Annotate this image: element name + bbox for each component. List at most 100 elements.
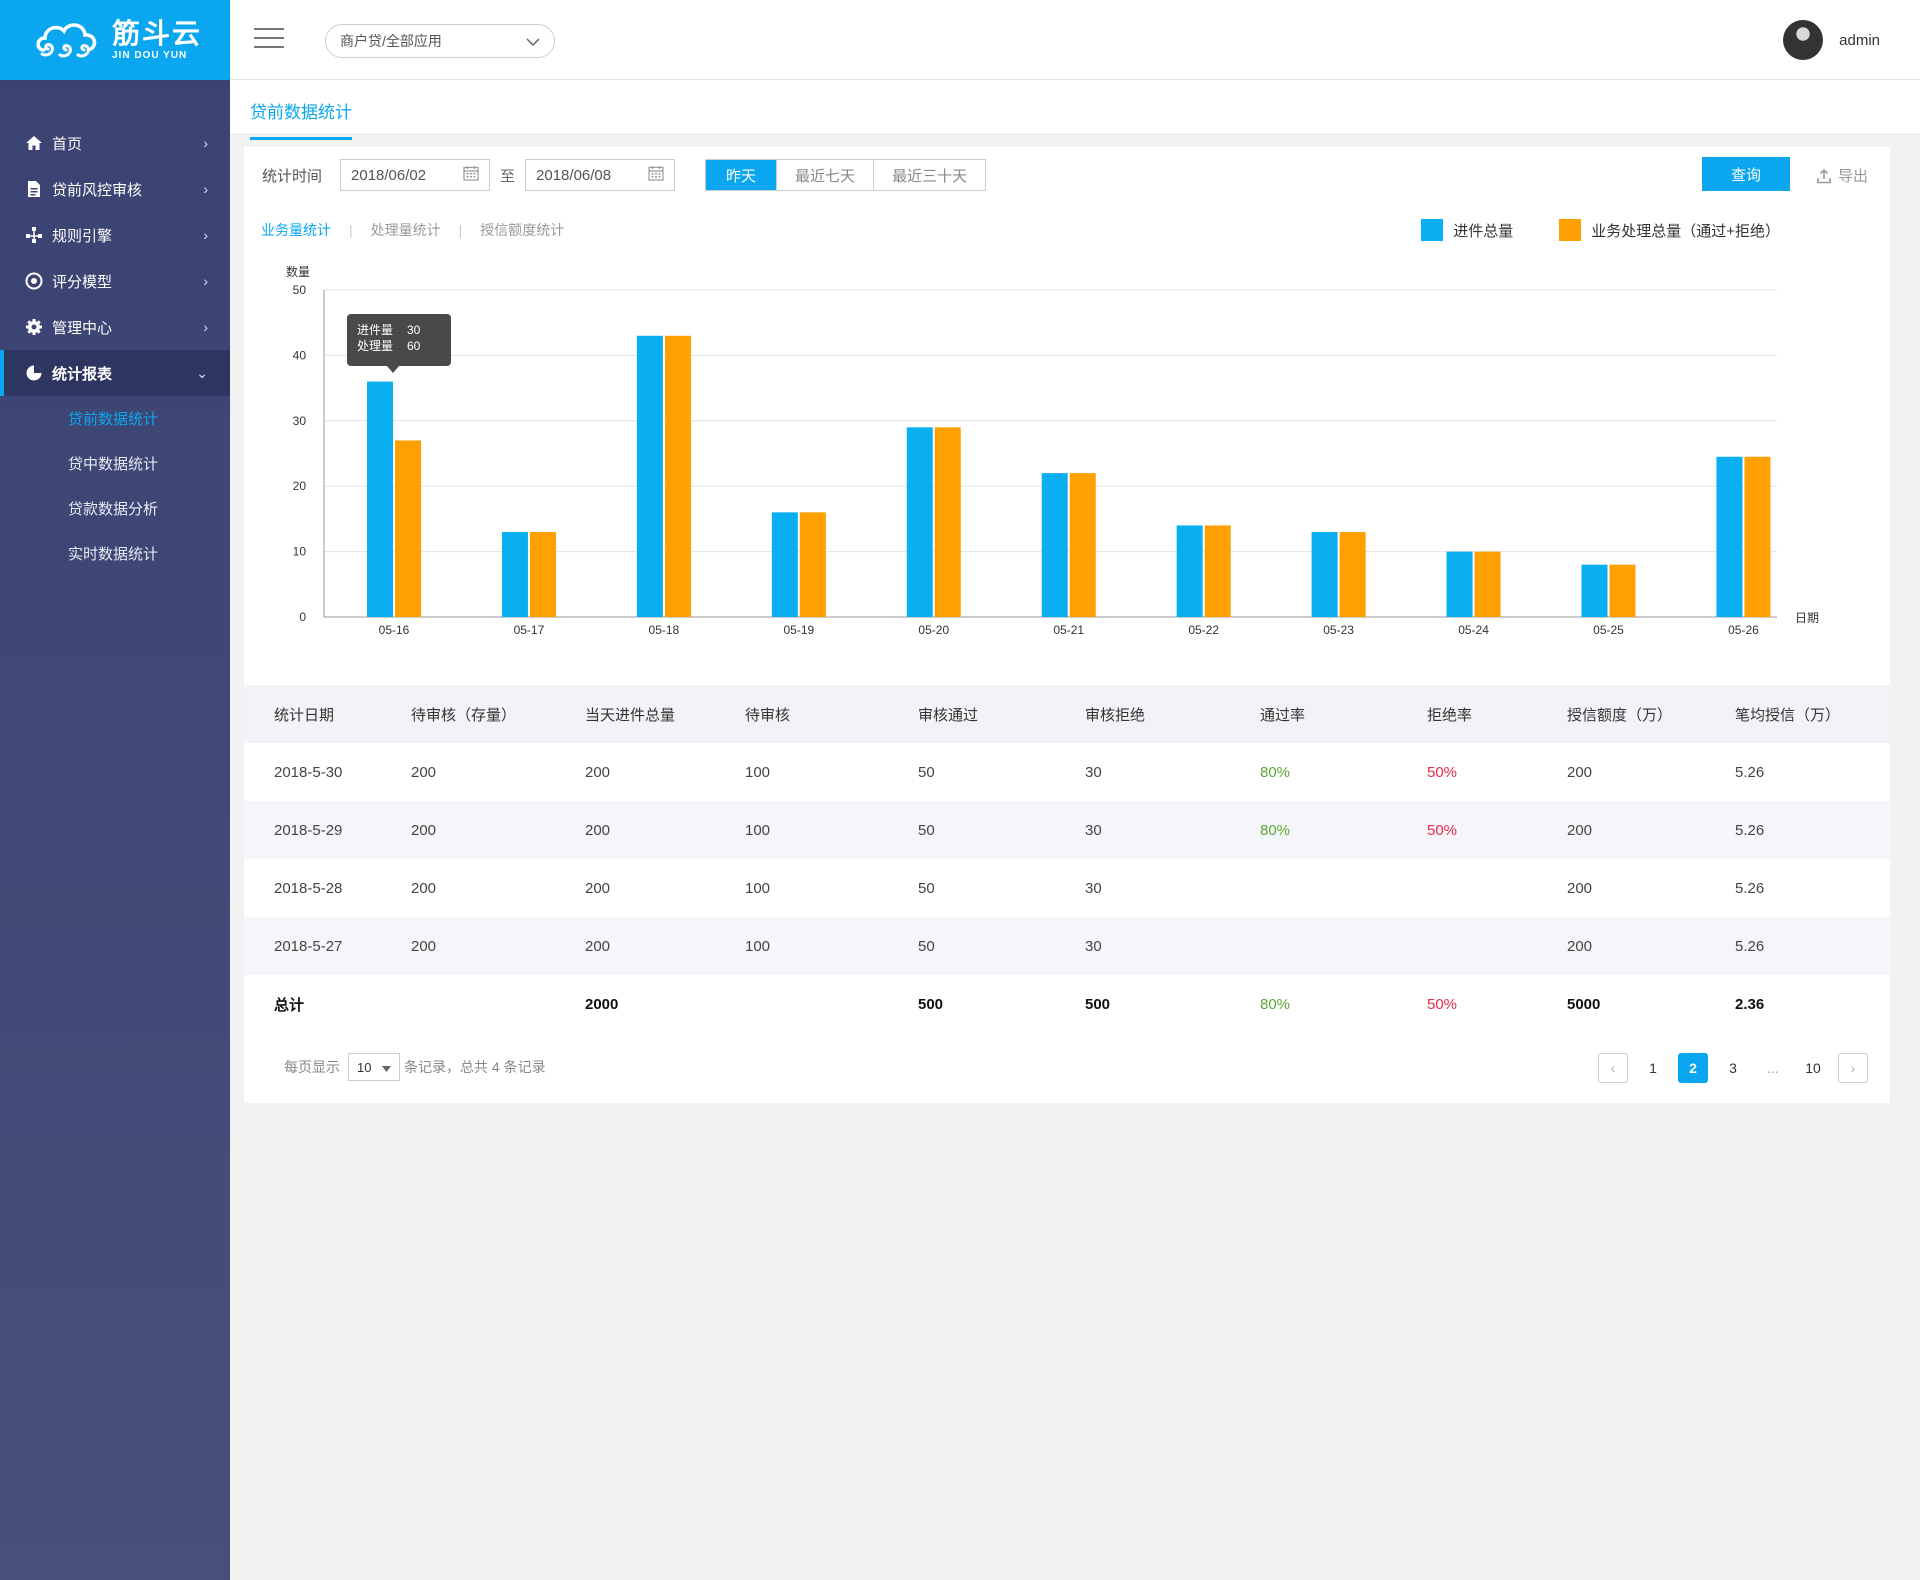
prev-page-button[interactable]: ‹ (1598, 1053, 1628, 1083)
next-page-button[interactable]: › (1838, 1053, 1868, 1083)
table-header-cell: 拒绝率 (1427, 706, 1473, 724)
end-date-value: 2018/06/08 (536, 166, 612, 184)
tab-divider: | (458, 222, 463, 238)
table-cell: 100 (745, 937, 771, 955)
start-date-input[interactable]: 2018/06/02 (340, 159, 491, 191)
table-header-cell: 笔均授信（万） (1735, 706, 1841, 724)
table-cell: 200 (585, 937, 611, 955)
bar-processed (1339, 531, 1366, 617)
page-2-button[interactable]: 2 (1678, 1053, 1708, 1083)
export-icon (1816, 168, 1832, 184)
table-cell: 2018-5-29 (274, 821, 343, 839)
tab-credit-amount[interactable]: 授信额度统计 (480, 222, 565, 238)
bar-intake (1446, 551, 1473, 617)
side-menu: 首页 › 贷前风控审核 › 规则引擎 › 评分模型 › (0, 120, 230, 576)
bar-intake (1176, 525, 1203, 617)
x-tick-label: 05-26 (1728, 623, 1759, 637)
app-select[interactable]: 商户贷/全部应用 (325, 24, 555, 58)
table-cell: 30 (1085, 821, 1102, 839)
submenu-item-loan-analysis[interactable]: 贷款数据分析 (68, 501, 159, 518)
home-icon (24, 133, 44, 153)
table-cell: 200 (411, 937, 437, 955)
user-menu[interactable]: admin (1783, 20, 1880, 60)
logo-text: 筋斗云 (112, 17, 203, 49)
menu-toggle-icon[interactable] (254, 28, 284, 50)
logo[interactable]: 筋斗云 JIN DOU YUN (0, 0, 230, 80)
bar-processed (395, 440, 421, 617)
table-header-cell: 统计日期 (274, 706, 335, 724)
bar-processed (664, 335, 691, 617)
x-tick-label: 05-18 (649, 623, 680, 637)
sidebar-item-admin-center[interactable]: 管理中心 › (0, 304, 230, 350)
quick-range-group: 昨天 最近七天 最近三十天 (705, 159, 987, 191)
submenu-item-realtime-stats[interactable]: 实时数据统计 (68, 546, 159, 563)
start-date-value: 2018/06/02 (351, 166, 427, 184)
sidebar-item-home[interactable]: 首页 › (0, 120, 230, 166)
pagination-ellipsis: ... (1767, 1060, 1779, 1076)
table-cell: 200 (411, 763, 437, 781)
tooltip-label: 进件量 (357, 323, 393, 337)
page-1-button[interactable]: 1 (1649, 1060, 1657, 1076)
user-name: admin (1839, 31, 1880, 49)
bar-intake (1581, 564, 1608, 617)
sidebar-item-reports[interactable]: 统计报表 ⌄ (0, 350, 230, 396)
bar-processed (1744, 456, 1771, 617)
chevron-right-icon: › (203, 135, 208, 151)
submenu-item-preloan-stats[interactable]: 贷前数据统计 (68, 411, 159, 428)
tab-business-volume[interactable]: 业务量统计 (261, 222, 331, 238)
page-10-button[interactable]: 10 (1805, 1060, 1821, 1076)
x-tick-label: 05-25 (1593, 623, 1624, 637)
sidebar-item-rule-engine[interactable]: 规则引擎 › (0, 212, 230, 258)
bar-processed (1069, 473, 1096, 617)
tab-preloan-stats[interactable]: 贷前数据统计 (250, 98, 352, 140)
submenu-item-inloan-stats[interactable]: 贷中数据统计 (68, 456, 159, 473)
table-cell: 500 (918, 995, 944, 1013)
per-page-label: 每页显示 (284, 1059, 340, 1075)
tab-processing-volume[interactable]: 处理量统计 (370, 222, 441, 238)
table-header-cell: 审核拒绝 (1085, 706, 1146, 724)
sidebar-item-score-model[interactable]: 评分模型 › (0, 258, 230, 304)
query-button[interactable]: 查询 (1702, 157, 1790, 191)
main-card: 统计时间 2018/06/02 至 2018/06/08 昨天 最近七天 最近三… (244, 147, 1890, 1103)
filter-label: 统计时间 (262, 167, 323, 185)
y-tick-label: 30 (293, 414, 307, 428)
y-tick-label: 10 (293, 545, 307, 559)
table-cell: 200 (1567, 879, 1593, 897)
gear-icon (24, 317, 44, 337)
table-cell: 50% (1427, 763, 1458, 781)
legend-item-processed[interactable]: 业务处理总量（通过+拒绝） (1559, 219, 1780, 241)
y-axis-title: 数量 (286, 264, 310, 279)
bar-processed (1204, 525, 1231, 617)
export-button[interactable]: 导出 (1816, 165, 1868, 186)
table-cell: 50 (918, 821, 935, 839)
page-3-button[interactable]: 3 (1729, 1060, 1737, 1076)
reports-submenu: 贷前数据统计 贷中数据统计 贷款数据分析 实时数据统计 (0, 396, 230, 576)
logo-subtext: JIN DOU YUN (112, 49, 188, 61)
bar-processed (1609, 564, 1636, 617)
x-tick-label: 05-19 (783, 623, 814, 637)
tooltip-box (347, 314, 451, 366)
legend-item-intake[interactable]: 进件总量 (1421, 219, 1513, 241)
table-cell: 200 (585, 763, 611, 781)
quick-7days-button[interactable]: 最近七天 (776, 160, 873, 190)
y-tick-label: 20 (293, 479, 307, 493)
bar-intake (1716, 456, 1743, 617)
bar-intake (501, 531, 528, 617)
tooltip-pointer (387, 366, 399, 373)
table-cell: 200 (585, 879, 611, 897)
page-size-value: 10 (357, 1059, 372, 1075)
page-size-select[interactable]: 10 (348, 1053, 400, 1081)
sidebar-item-risk-review[interactable]: 贷前风控审核 › (0, 166, 230, 212)
chart-legend: 进件总量 业务处理总量（通过+拒绝） (1375, 219, 1780, 241)
end-date-input[interactable]: 2018/06/08 (525, 159, 676, 191)
quick-30days-button[interactable]: 最近三十天 (873, 160, 985, 190)
table-cell: 50 (918, 879, 935, 897)
sidebar-item-label: 规则引擎 (52, 227, 113, 245)
stats-table: 统计日期 待审核（存量） 当天进件总量 待审核 审核通过 审核拒绝 通过率 拒绝率 授信额度（万… (244, 685, 1890, 1033)
tooltip-value: 30 (407, 323, 421, 337)
document-icon (24, 179, 44, 199)
bar-processed (529, 531, 556, 617)
table-cell: 100 (745, 763, 771, 781)
app-select-value: 商户贷/全部应用 (340, 33, 442, 49)
quick-yesterday-button[interactable]: 昨天 (706, 160, 777, 190)
